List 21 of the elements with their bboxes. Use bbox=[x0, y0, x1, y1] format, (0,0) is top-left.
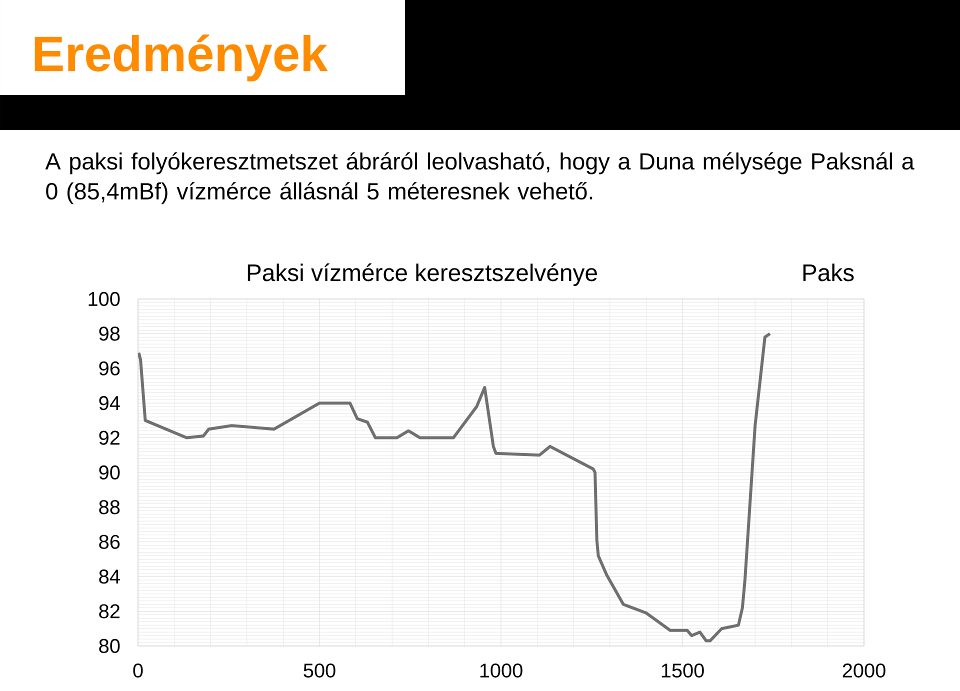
x-tick-label: 1500 bbox=[662, 664, 704, 678]
x-tick-label: 0 bbox=[133, 664, 143, 678]
y-tick-label: 84 bbox=[99, 570, 120, 584]
y-tick-label: 80 bbox=[99, 638, 120, 654]
y-tick-label: 96 bbox=[99, 361, 120, 376]
text: Eredmények bbox=[34, 34, 328, 82]
y-tick-label: 100 bbox=[88, 292, 120, 306]
y-tick-label: 88 bbox=[99, 500, 120, 514]
chart-title: Paksi vízmérce keresztszelvénye bbox=[248, 263, 597, 286]
y-tick-label: 98 bbox=[99, 326, 120, 341]
text: A paksi folyókeresztmetszet ábráról leolvasható, hogy a Duna mélysége Paksnál a 0 (85,4mBf) vízmérce állásnál 5 méteresnek vehető. bbox=[45, 152, 914, 204]
y-tick-label: 94 bbox=[99, 396, 120, 410]
y-tick-label: 90 bbox=[99, 465, 120, 480]
line-series bbox=[138, 332, 772, 642]
x-tick-label: 1000 bbox=[480, 664, 522, 678]
y-tick-label: 86 bbox=[99, 534, 120, 549]
y-tick-label: 92 bbox=[99, 430, 120, 445]
x-tick-label: 2000 bbox=[842, 664, 886, 678]
text: Paks bbox=[803, 264, 854, 282]
y-tick-label: 82 bbox=[99, 604, 120, 618]
x-tick-label: 500 bbox=[304, 664, 336, 678]
